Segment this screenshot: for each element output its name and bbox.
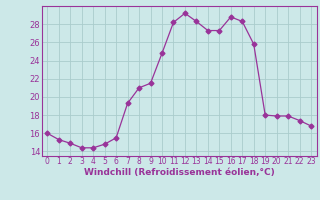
- X-axis label: Windchill (Refroidissement éolien,°C): Windchill (Refroidissement éolien,°C): [84, 168, 275, 177]
